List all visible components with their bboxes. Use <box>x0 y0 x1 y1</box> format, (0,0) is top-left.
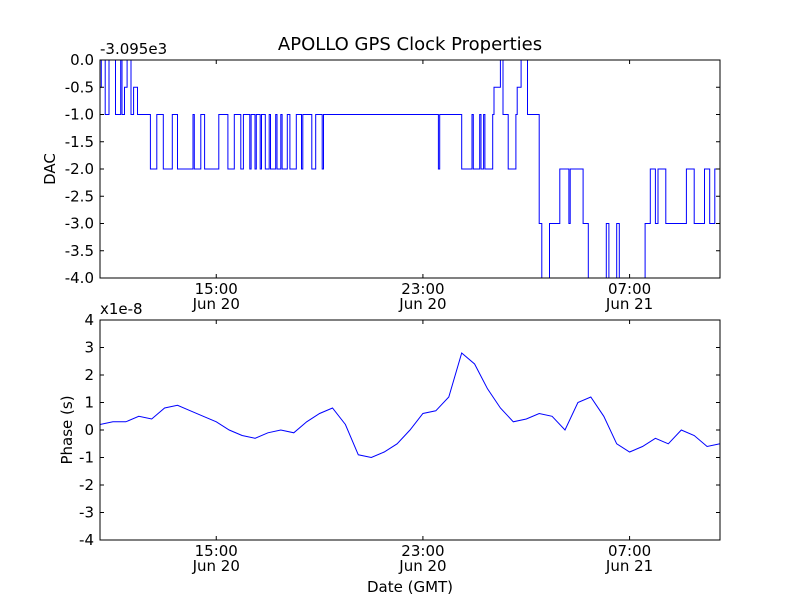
phase-ytick-label: 4 <box>84 311 94 329</box>
dac-xtick-time-label: 15:00 <box>195 280 238 298</box>
dac-axes: -4.0 -3.5 -3.0 -2.5 -2.0 -1.5 -1.0 -0.5 0.0 15:00… <box>41 40 721 313</box>
phase-ylabel: Phase (s) <box>58 395 76 464</box>
dac-ytick-label: -3.0 <box>65 215 94 233</box>
dac-xtick-time-label: 07:00 <box>608 280 651 298</box>
dac-ytick-label: -1.5 <box>65 133 94 151</box>
figure-title: APOLLO GPS Clock Properties <box>278 34 542 55</box>
dac-offset-label: -3.095e3 <box>100 40 167 58</box>
dac-xtick-time-label: 23:00 <box>401 280 444 298</box>
dac-ytick-label: -0.5 <box>65 78 94 96</box>
phase-ytick-label: 2 <box>84 366 94 384</box>
phase-series-line-0 <box>99 352 721 459</box>
dac-ytick-label: -2.5 <box>65 187 94 205</box>
dac-ytick-label: -4.0 <box>65 269 94 287</box>
phase-ytick-label: -3 <box>79 504 94 522</box>
dac-xtick-date-label: Jun 21 <box>605 295 653 313</box>
dac-xtick-date-label: Jun 20 <box>192 295 240 313</box>
phase-ytick-label: -1 <box>79 449 94 467</box>
phase-xtick-date-label: Jun 20 <box>398 557 446 575</box>
dac-ytick-label: -1.0 <box>65 106 94 124</box>
dac-ytick-label: -3.5 <box>65 242 94 260</box>
dac-ytick-label: -2.0 <box>65 160 94 178</box>
phase-xtick-time-label: 23:00 <box>401 542 444 560</box>
phase-ytick-label: 1 <box>84 394 94 412</box>
phase-xtick-time-label: 07:00 <box>608 542 651 560</box>
phase-xtick-date-label: Jun 21 <box>605 557 653 575</box>
phase-offset-label: x1e-8 <box>100 300 143 318</box>
phase-xtick-date-label: Jun 20 <box>192 557 240 575</box>
phase-ytick-label: 0 <box>84 421 94 439</box>
dac-series-line-0 <box>100 59 721 279</box>
dac-xtick-date-label: Jun 20 <box>398 295 446 313</box>
phase-ytick-label: -2 <box>79 476 94 494</box>
phase-xtick-time-label: 15:00 <box>195 542 238 560</box>
phase-xlabel: Date (GMT) <box>367 578 453 596</box>
phase-ytick-label: 3 <box>84 339 94 357</box>
dac-ylabel: DAC <box>41 153 59 185</box>
dac-ytick-label: 0.0 <box>70 51 94 69</box>
phase-ytick-label: -4 <box>79 531 94 549</box>
